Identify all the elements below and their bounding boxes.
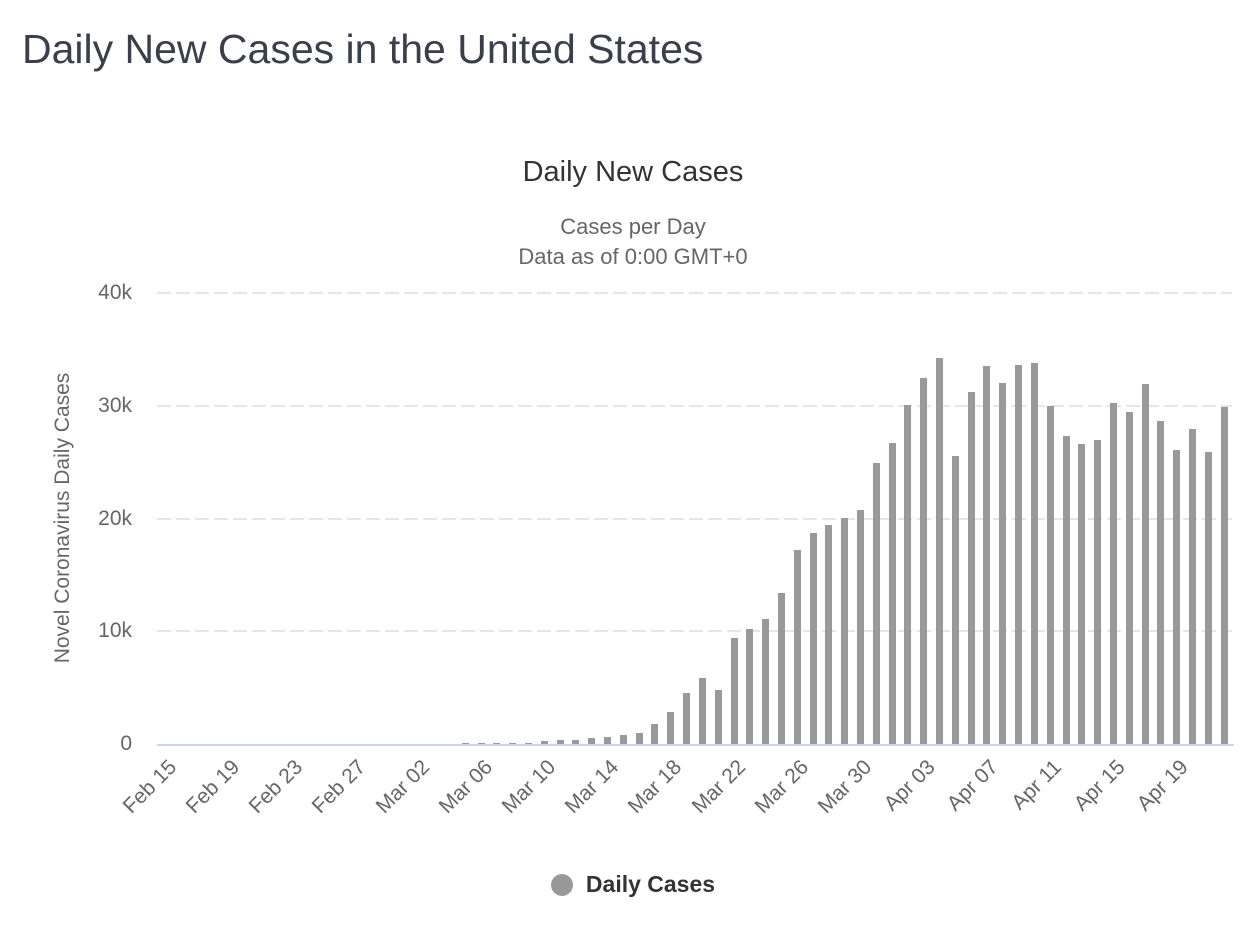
x-tick-label-apr-07: Apr 07 [942, 755, 1003, 816]
bar-mar-31[interactable] [872, 463, 880, 744]
x-tick-label-feb-27: Feb 27 [307, 755, 371, 819]
bar-mar-22[interactable] [730, 638, 738, 744]
bar-mar-17[interactable] [651, 724, 659, 744]
bar-apr-05[interactable] [951, 456, 959, 744]
x-tick-label-mar-26: Mar 26 [750, 755, 814, 818]
plot-area [157, 292, 1232, 744]
x-tick-label-mar-30: Mar 30 [813, 755, 877, 818]
gridline-30k [157, 404, 1232, 407]
legend-item-daily-cases[interactable]: Daily Cases [550, 871, 716, 898]
bar-mar-13[interactable] [588, 737, 596, 744]
bar-apr-22[interactable] [1220, 406, 1228, 744]
bar-apr-15[interactable] [1109, 403, 1117, 744]
bar-mar-26[interactable] [793, 549, 801, 744]
bar-apr-19[interactable] [1173, 450, 1181, 744]
bar-apr-07[interactable] [983, 366, 991, 744]
bar-mar-25[interactable] [777, 593, 785, 744]
bar-apr-02[interactable] [904, 404, 912, 744]
bar-mar-23[interactable] [746, 629, 754, 744]
x-tick-label-mar-22: Mar 22 [687, 755, 750, 818]
bar-apr-12[interactable] [1062, 436, 1070, 744]
bar-mar-15[interactable] [619, 734, 627, 744]
bar-mar-27[interactable] [809, 533, 817, 744]
bar-apr-08[interactable] [999, 383, 1007, 744]
legend-label: Daily Cases [585, 871, 716, 897]
bar-mar-20[interactable] [698, 677, 706, 744]
x-tick-label-feb-19: Feb 19 [181, 755, 244, 819]
x-tick-label-apr-11: Apr 11 [1007, 755, 1066, 815]
bar-apr-06[interactable] [967, 391, 975, 744]
bar-mar-30[interactable] [856, 510, 864, 744]
bar-mar-18[interactable] [667, 711, 675, 744]
y-tick-label-30k: 30k [98, 393, 132, 417]
y-tick-label-20k: 20k [98, 506, 132, 530]
bar-mar-10[interactable] [540, 740, 548, 744]
page-title: Daily New Cases in the United States [22, 26, 704, 72]
bar-mar-16[interactable] [635, 732, 643, 744]
bar-apr-03[interactable] [920, 378, 928, 744]
gridline-10k [157, 630, 1232, 633]
bar-mar-12[interactable] [572, 740, 580, 744]
bar-apr-17[interactable] [1141, 383, 1149, 744]
x-tick-label-apr-03: Apr 03 [879, 755, 940, 816]
chart-subtitle-line1: Cases per Day [560, 214, 706, 239]
x-tick-label-feb-23: Feb 23 [244, 755, 308, 819]
y-tick-label-10k: 10k [98, 619, 132, 643]
bar-apr-09[interactable] [1015, 365, 1023, 744]
x-tick-label-mar-14: Mar 14 [560, 755, 624, 818]
y-tick-label-0: 0 [120, 732, 132, 755]
bar-mar-21[interactable] [714, 689, 722, 744]
x-tick-label-mar-18: Mar 18 [624, 755, 687, 818]
bar-mar-28[interactable] [825, 524, 833, 744]
x-tick-label-mar-02: Mar 02 [371, 755, 434, 818]
bar-apr-14[interactable] [1094, 440, 1102, 744]
bar-apr-16[interactable] [1125, 411, 1133, 744]
x-tick-label-apr-19: Apr 19 [1132, 755, 1193, 816]
x-tick-label-mar-06: Mar 06 [434, 755, 497, 818]
bar-mar-14[interactable] [604, 737, 612, 744]
x-tick-label-apr-15: Apr 15 [1069, 755, 1130, 816]
bar-mar-08[interactable] [509, 742, 517, 744]
bar-mar-11[interactable] [556, 740, 564, 744]
x-tick-label-feb-15: Feb 15 [118, 755, 181, 819]
bar-apr-04[interactable] [936, 357, 944, 744]
bar-apr-11[interactable] [1046, 405, 1054, 744]
bar-apr-13[interactable] [1078, 443, 1086, 744]
bar-apr-21[interactable] [1204, 452, 1212, 744]
bar-apr-01[interactable] [888, 443, 896, 744]
bar-apr-18[interactable] [1157, 421, 1165, 744]
bar-apr-20[interactable] [1188, 428, 1196, 744]
bar-apr-10[interactable] [1030, 363, 1038, 744]
chart-subtitle-line2: Data as of 0:00 GMT+0 [518, 244, 748, 269]
bar-mar-05[interactable] [461, 743, 469, 744]
gridline-40k [157, 292, 1232, 294]
bar-mar-24[interactable] [762, 619, 770, 744]
bar-mar-06[interactable] [477, 742, 485, 744]
bar-mar-29[interactable] [841, 517, 849, 744]
bar-mar-09[interactable] [525, 742, 532, 744]
y-tick-label-40k: 40k [98, 281, 132, 304]
chart-title: Daily New Cases [522, 156, 744, 188]
gridline-20k [157, 517, 1232, 520]
x-axis-line [157, 744, 1234, 746]
chart-header: Daily New Cases Cases per Day Data as of… [0, 156, 1258, 272]
legend-marker-icon [550, 873, 573, 896]
chart-subtitle: Cases per Day Data as of 0:00 GMT+0 [0, 212, 1258, 272]
legend: Daily Cases [0, 871, 1258, 898]
x-tick-label-mar-10: Mar 10 [497, 755, 561, 818]
bar-mar-07[interactable] [493, 742, 501, 744]
bar-mar-19[interactable] [683, 693, 691, 744]
